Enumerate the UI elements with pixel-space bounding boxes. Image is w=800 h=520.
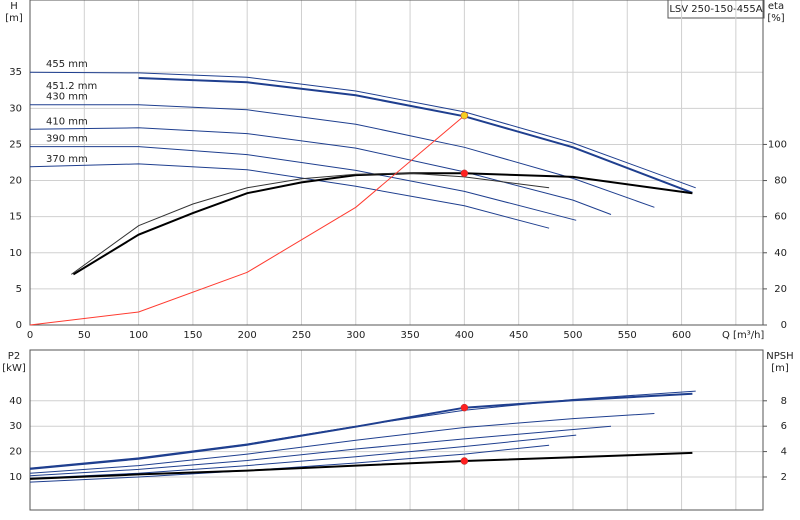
- y-tick-label: 25: [9, 139, 22, 150]
- x-tick-label: 450: [509, 330, 528, 341]
- x-tick-label: 250: [292, 330, 311, 341]
- x-tick-label: 100: [129, 330, 148, 341]
- curve: [29, 413, 655, 474]
- y2-tick-label: 4: [781, 447, 787, 458]
- curve: [29, 451, 693, 480]
- curve: [29, 163, 550, 229]
- curve: [72, 172, 693, 276]
- y2-tick-label: 100: [768, 139, 787, 150]
- title-box: [667, 0, 765, 19]
- operating-point: [460, 169, 469, 178]
- curve-label: 410 mm: [46, 116, 88, 127]
- curve-label: 390 mm: [46, 134, 88, 145]
- y-tick-label: 0: [16, 320, 22, 331]
- x-tick-label: 550: [618, 330, 637, 341]
- y2-axis-title: NPSH: [766, 351, 793, 362]
- x-tick-label: 400: [455, 330, 474, 341]
- y-tick-label: 20: [9, 176, 22, 187]
- x-tick-label: 600: [672, 330, 691, 341]
- y-axis-title: P2: [8, 351, 20, 362]
- y-tick-label: 30: [9, 103, 22, 114]
- x-tick-label: 0: [27, 330, 33, 341]
- y-tick-label: 10: [9, 248, 22, 259]
- y2-tick-label: 40: [774, 248, 787, 259]
- y2-tick-label: 80: [774, 176, 787, 187]
- y-axis-title: H: [10, 1, 18, 12]
- curve: [71, 172, 550, 275]
- y-tick-label: 20: [9, 447, 22, 458]
- operating-point: [460, 457, 469, 465]
- curve-label: 430 mm: [46, 92, 88, 103]
- y2-axis-unit: [m]: [771, 363, 789, 374]
- x-axis-title: Q [m³/h]: [722, 330, 764, 341]
- y-axis-unit: [kW]: [2, 363, 26, 374]
- y-tick-label: 10: [9, 472, 22, 483]
- y-tick-label: 35: [9, 67, 22, 78]
- y-tick-label: 40: [9, 396, 22, 407]
- chart-title: LSV 250-150-455A: [669, 4, 762, 15]
- y-tick-label: 30: [9, 421, 22, 432]
- y2-tick-label: 0: [781, 320, 787, 331]
- operating-point: [460, 111, 469, 120]
- y2-tick-label: 60: [774, 212, 787, 223]
- y2-tick-label: 20: [774, 284, 787, 295]
- curve: [30, 146, 577, 221]
- curve: [29, 115, 465, 326]
- curve: [29, 392, 693, 470]
- curve-label: 451.2 mm: [46, 81, 97, 92]
- y2-tick-label: 2: [781, 472, 787, 483]
- curve: [29, 127, 612, 215]
- curve: [29, 425, 612, 477]
- x-tick-label: 300: [346, 330, 365, 341]
- y2-axis-unit: [%]: [767, 13, 784, 24]
- y2-axis-title: eta: [768, 1, 784, 12]
- curve: [29, 71, 696, 189]
- y-tick-label: 5: [16, 284, 22, 295]
- y-axis-unit: [m]: [5, 13, 23, 24]
- curve: [29, 434, 577, 479]
- curve-label: 370 mm: [46, 154, 88, 165]
- curve: [30, 104, 655, 208]
- x-tick-label: 500: [563, 330, 582, 341]
- x-tick-label: 50: [78, 330, 91, 341]
- y2-tick-label: 8: [781, 396, 787, 407]
- curve: [29, 444, 550, 483]
- x-tick-label: 150: [183, 330, 202, 341]
- curve: [138, 77, 693, 194]
- x-tick-label: 200: [238, 330, 257, 341]
- curve-label: 455 mm: [46, 59, 88, 70]
- x-tick-label: 350: [401, 330, 420, 341]
- y2-tick-label: 6: [781, 421, 787, 432]
- plot-frame: [29, 0, 764, 326]
- y-tick-label: 15: [9, 212, 22, 223]
- plot-frame: [29, 349, 764, 511]
- operating-point: [460, 403, 469, 412]
